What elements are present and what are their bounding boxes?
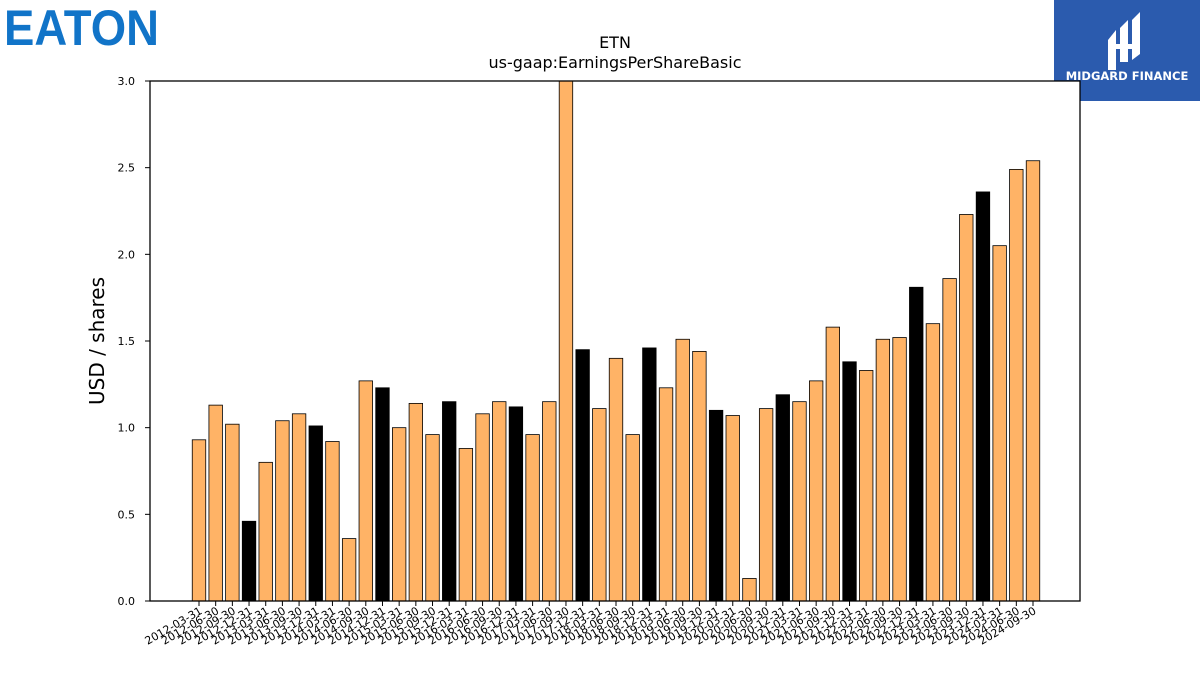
bar — [875, 338, 891, 602]
bar — [458, 448, 474, 602]
bar — [792, 401, 807, 602]
y-tick-label: 0.5 — [118, 508, 136, 521]
bar — [542, 401, 557, 602]
y-tick-label: 0.0 — [118, 595, 136, 608]
bar — [258, 461, 273, 602]
bar — [742, 578, 757, 602]
bar — [558, 80, 574, 602]
bar — [508, 406, 524, 602]
bar — [341, 538, 357, 602]
midgard-mark-icon — [1108, 12, 1140, 70]
bar — [775, 394, 790, 602]
bar — [625, 434, 640, 602]
bar — [859, 370, 874, 602]
bar — [275, 420, 290, 602]
bar — [291, 413, 307, 602]
bar — [358, 380, 373, 602]
chart-subtitle: us-gaap:EarningsPerShareBasic — [488, 53, 742, 72]
eaton-logo: EATON — [4, 4, 159, 48]
bar — [308, 425, 323, 602]
bar — [892, 337, 907, 602]
y-tick-label: 2.0 — [118, 248, 136, 261]
bar — [809, 380, 824, 602]
bar — [1025, 160, 1041, 602]
bar — [392, 427, 407, 602]
y-tick-label: 1.0 — [118, 422, 136, 435]
y-tick-label: 1.5 — [118, 335, 136, 348]
eaton-logo-text: EATON — [4, 4, 159, 48]
bar — [942, 278, 957, 602]
y-tick-label: 3.0 — [118, 75, 136, 88]
bar — [225, 423, 240, 602]
plot-frame — [149, 80, 1081, 602]
bar — [575, 349, 590, 602]
bar — [658, 387, 674, 602]
bar — [425, 434, 440, 602]
bar — [842, 361, 857, 602]
bar — [642, 347, 657, 602]
y-tick-label: 2.5 — [118, 162, 136, 175]
bar — [1009, 168, 1024, 602]
bar — [525, 434, 540, 602]
bar — [442, 401, 457, 602]
bar — [708, 409, 724, 602]
bar — [725, 415, 740, 602]
chart-title: ETN — [599, 33, 631, 52]
midgard-logo-text: MIDGARD FINANCE — [1066, 69, 1189, 83]
bar — [825, 326, 840, 602]
y-axis-label: USD / shares — [85, 277, 109, 405]
bar — [758, 408, 774, 602]
bar — [925, 323, 941, 602]
bar — [692, 350, 707, 602]
bar — [675, 338, 690, 602]
bar — [475, 413, 490, 602]
bar — [375, 387, 390, 602]
bar — [241, 520, 257, 602]
bar — [325, 441, 340, 602]
bar — [975, 191, 991, 602]
bar — [992, 245, 1007, 602]
bar — [208, 404, 223, 602]
bar — [592, 408, 607, 602]
bar — [959, 214, 974, 602]
bar — [492, 401, 507, 602]
bar — [909, 286, 924, 602]
bar — [191, 439, 207, 602]
bar — [408, 402, 423, 602]
bar — [608, 357, 624, 602]
